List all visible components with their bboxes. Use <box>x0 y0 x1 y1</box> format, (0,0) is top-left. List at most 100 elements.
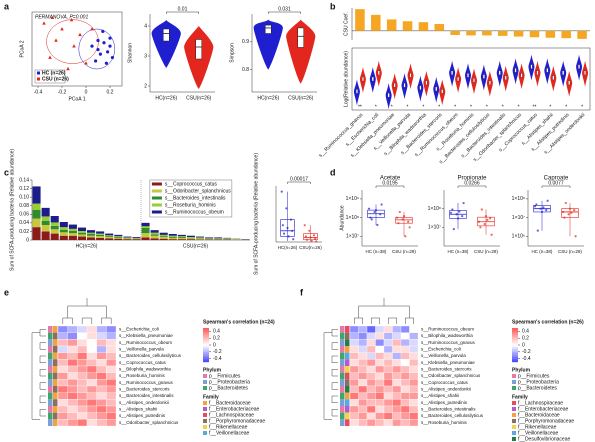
point <box>570 211 573 214</box>
bar-segment <box>59 232 68 236</box>
point <box>462 201 465 205</box>
row-label: s__Ruminococcus_obeum <box>119 340 172 345</box>
heatmap-cell <box>349 339 359 347</box>
row-label: s__Odoribacter_splanchnicus <box>421 373 481 378</box>
colorbar-step <box>512 351 518 354</box>
heatmap-cell <box>86 385 97 393</box>
heatmap-cell <box>106 365 117 373</box>
heatmap-cell <box>67 325 78 333</box>
coef-bar <box>466 30 476 36</box>
y-axis-label: Abundance <box>339 205 345 231</box>
annotation-cell <box>345 366 350 373</box>
x-tick-label: 0.2 <box>107 89 114 95</box>
legend-swatch <box>203 386 207 390</box>
heatmap-cell <box>392 352 402 360</box>
heatmap-cell <box>77 332 88 340</box>
bar-segment <box>105 233 114 236</box>
heatmap-cell <box>358 419 368 427</box>
box <box>482 74 485 79</box>
heatmap-cell <box>96 359 107 367</box>
row-label: s__Bilophila_wadsworthia <box>119 367 171 372</box>
coef-bar <box>450 30 460 35</box>
heatmap-cell <box>349 405 359 413</box>
bar-segment <box>87 234 96 236</box>
colorbar-step <box>203 329 209 332</box>
chart-title: Caproate <box>544 176 569 182</box>
row-label: s__Ruminococcus_gnavus <box>119 380 174 385</box>
bar-segment <box>41 216 50 221</box>
legend-swatch <box>203 407 207 411</box>
annotation-cell <box>345 352 350 360</box>
point <box>310 239 313 242</box>
legend-label: s__Odoribacter_splanchnicus <box>165 188 231 194</box>
heatmap-cell <box>383 399 393 407</box>
legend-swatch <box>203 374 207 378</box>
point <box>402 214 406 218</box>
point <box>285 207 288 210</box>
bar-segment <box>68 224 77 229</box>
heatmap-cell <box>358 365 368 373</box>
point <box>370 218 373 221</box>
point <box>456 217 460 220</box>
legend-swatch <box>151 189 162 193</box>
y-tick-label: 0.08 <box>19 203 29 209</box>
violin <box>286 19 316 84</box>
bar-segment <box>150 230 159 233</box>
legend-title: Spearman's correlation (n=26) <box>512 319 584 325</box>
point <box>96 38 100 43</box>
heatmap-cell <box>366 365 376 373</box>
point <box>535 203 538 206</box>
heatmap-cell <box>349 365 359 373</box>
colorbar-label: 0 <box>213 342 216 348</box>
legend-swatch <box>512 407 516 411</box>
annotation-cell <box>53 406 58 413</box>
heatmap-cell <box>392 419 402 427</box>
legend-swatch <box>151 182 162 186</box>
legend-label: HC (n=26) <box>42 70 66 76</box>
bar-segment <box>114 234 123 237</box>
heatmap-cell <box>96 392 107 400</box>
annotation-cell <box>345 406 350 413</box>
heatmap-cell <box>77 372 88 380</box>
bar-segment <box>59 227 68 230</box>
colorbar-step <box>203 348 209 351</box>
row-label: s__Alistipes_putredinis <box>421 400 468 405</box>
colorbar-step <box>512 341 518 344</box>
heatmap-cell <box>57 352 68 360</box>
row-label: s__Bacteroides_cellulosilyticus <box>119 353 182 358</box>
heatmap-cell <box>57 339 68 347</box>
heatmap-cell <box>57 372 68 380</box>
bar-segment <box>186 235 195 237</box>
significance: * <box>470 104 472 110</box>
p-value: 0.0077 <box>548 180 564 186</box>
heatmap-cell <box>392 325 402 333</box>
heatmap-cell <box>383 325 393 333</box>
y-tick-label: 2 <box>144 83 147 89</box>
significance: * <box>565 104 567 110</box>
heatmap-cell <box>77 345 88 353</box>
colorbar-step <box>512 339 518 342</box>
heatmap-cell <box>358 352 368 360</box>
point <box>452 228 455 231</box>
heatmap-cell <box>409 372 419 380</box>
heatmap-cell <box>400 379 410 387</box>
box <box>297 27 304 48</box>
colorbar-step <box>203 351 209 354</box>
box <box>419 85 422 90</box>
heatmap-cell <box>349 359 359 367</box>
colorbar-step <box>203 350 209 352</box>
point <box>54 38 58 42</box>
bar-segment <box>105 238 114 240</box>
x-tick-label: HC (n=38) <box>366 249 387 254</box>
heatmap-cell <box>375 419 385 427</box>
point <box>312 234 316 237</box>
heatmap-cell <box>366 332 376 340</box>
bar-segment <box>96 233 105 235</box>
heatmap-cell <box>57 379 68 387</box>
bar-segment <box>77 234 86 237</box>
annotation-cell <box>53 339 58 346</box>
significance: ** <box>533 104 537 110</box>
colorbar-label: -0.4 <box>522 356 531 362</box>
point <box>376 223 379 227</box>
legend-title: Family <box>203 394 219 400</box>
